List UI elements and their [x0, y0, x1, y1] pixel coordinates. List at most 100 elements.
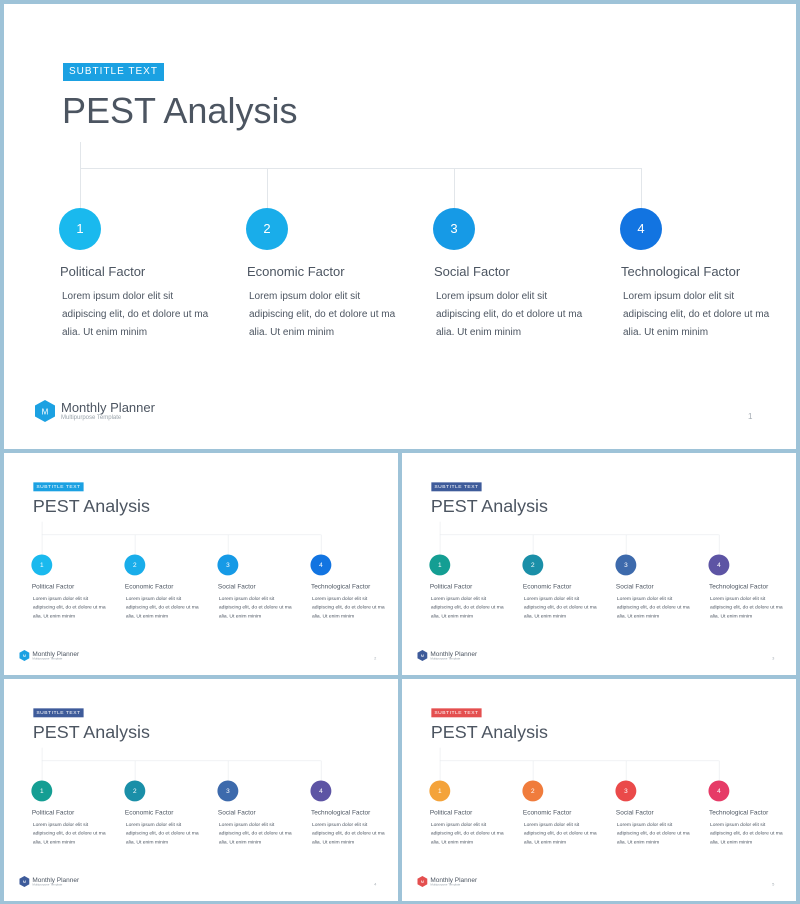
slide-title: PEST Analysis: [430, 495, 548, 517]
slide-content: SUBTITLE TEXT PEST Analysis 1 2 3 4 Poli…: [4, 4, 796, 449]
connector-line: [267, 168, 268, 208]
connector-line: [641, 168, 642, 208]
factor-number-circle: 1: [429, 554, 451, 576]
brand-name: Monthly Planner: [32, 650, 80, 658]
factor-title: Technological Factor: [708, 582, 769, 590]
factor-description: Lorem ipsum dolor elit sit adipiscing el…: [125, 595, 199, 620]
svg-text:M: M: [23, 653, 26, 658]
factor-title: Technological Factor: [621, 264, 741, 279]
factor-title: Economic Factor: [247, 264, 345, 279]
factor-title: Technological Factor: [708, 808, 769, 816]
factor-number-circle: 1: [59, 208, 101, 250]
brand-name: Monthly Planner: [430, 650, 478, 658]
factor-number-circle: 1: [429, 780, 451, 802]
subtitle-badge: SUBTITLE TEXT: [33, 708, 84, 718]
factor-description: Lorem ipsum dolor elit sit adipiscing el…: [430, 821, 504, 846]
factor-number-circle: 1: [31, 780, 53, 802]
factor-title: Political Factor: [31, 582, 75, 590]
factor-number-circle: 4: [310, 554, 332, 576]
factor-description: Lorem ipsum dolor elit sit adipiscing el…: [709, 821, 783, 846]
factor-description: Lorem ipsum dolor elit sit adipiscing el…: [32, 595, 106, 620]
factor-title: Economic Factor: [124, 582, 174, 590]
page-number: 2: [374, 655, 377, 661]
factor-description: Lorem ipsum dolor elit sit adipiscing el…: [616, 595, 690, 620]
factor-description: Lorem ipsum dolor elit sit adipiscing el…: [523, 595, 597, 620]
slide-thumbnail[interactable]: SUBTITLE TEXT PEST Analysis 1 2 3 4 Poli…: [402, 453, 796, 675]
brand-subtitle: Multipurpose Template: [32, 883, 63, 887]
svg-text:M: M: [42, 408, 49, 417]
slide-main[interactable]: SUBTITLE TEXT PEST Analysis 1 2 3 4 Poli…: [4, 4, 796, 449]
subtitle-badge: SUBTITLE TEXT: [33, 482, 84, 492]
factor-title: Political Factor: [429, 582, 473, 590]
slide-content: SUBTITLE TEXT PEST Analysis 1 2 3 4 Poli…: [402, 679, 796, 900]
factor-description: Lorem ipsum dolor elit sit adipiscing el…: [218, 821, 292, 846]
connector-line: [454, 168, 455, 208]
factor-description: Lorem ipsum dolor elit sit adipiscing el…: [62, 291, 209, 338]
factor-number-circle: 4: [620, 208, 662, 250]
subtitle-badge: SUBTITLE TEXT: [431, 482, 482, 492]
factor-title: Social Factor: [615, 808, 654, 816]
brand-name: Monthly Planner: [430, 876, 478, 884]
factor-number-circle: 4: [708, 554, 730, 576]
factor-number-circle: 3: [615, 780, 637, 802]
page-number: 1: [748, 412, 753, 421]
factor-description: Lorem ipsum dolor elit sit adipiscing el…: [623, 291, 770, 338]
factor-description: Lorem ipsum dolor elit sit adipiscing el…: [249, 291, 396, 338]
factor-number-circle: 2: [522, 554, 544, 576]
hexagon-logo-icon: M: [19, 876, 30, 887]
factor-title: Political Factor: [31, 808, 75, 816]
factor-number-circle: 2: [124, 554, 146, 576]
svg-text:M: M: [421, 879, 424, 884]
brand-name: Monthly Planner: [61, 400, 155, 415]
factor-title: Technological Factor: [310, 582, 371, 590]
factor-number-circle: 4: [708, 780, 730, 802]
factor-description: Lorem ipsum dolor elit sit adipiscing el…: [311, 821, 385, 846]
subtitle-badge: SUBTITLE TEXT: [431, 708, 482, 718]
factor-description: Lorem ipsum dolor elit sit adipiscing el…: [311, 595, 385, 620]
page-number: 4: [374, 881, 377, 887]
factor-number-circle: 2: [522, 780, 544, 802]
factor-title: Political Factor: [429, 808, 473, 816]
factor-description: Lorem ipsum dolor elit sit adipiscing el…: [125, 821, 199, 846]
slide-content: SUBTITLE TEXT PEST Analysis 1 2 3 4 Poli…: [4, 453, 398, 674]
slide-title: PEST Analysis: [430, 721, 548, 743]
factor-number-circle: 4: [310, 780, 332, 802]
brand-name: Monthly Planner: [32, 876, 80, 884]
brand-subtitle: Multipurpose Template: [430, 657, 461, 661]
factor-number-circle: 2: [124, 780, 146, 802]
slide-thumbnail[interactable]: SUBTITLE TEXT PEST Analysis 1 2 3 4 Poli…: [4, 453, 398, 675]
factor-title: Economic Factor: [522, 808, 572, 816]
brand-subtitle: Multipurpose Template: [32, 657, 63, 661]
factor-description: Lorem ipsum dolor elit sit adipiscing el…: [436, 291, 583, 338]
factor-title: Technological Factor: [310, 808, 371, 816]
hexagon-logo-icon: M: [417, 876, 428, 887]
factor-title: Political Factor: [60, 264, 146, 279]
slide-thumbnail[interactable]: SUBTITLE TEXT PEST Analysis 1 2 3 4 Poli…: [402, 679, 796, 901]
connector-line: [80, 168, 641, 169]
factor-title: Social Factor: [217, 808, 256, 816]
page-number: 5: [772, 881, 775, 887]
factor-number-circle: 1: [31, 554, 53, 576]
brand-subtitle: Multipurpose Template: [430, 883, 461, 887]
factor-number-circle: 3: [433, 208, 475, 250]
hexagon-logo-icon: M: [417, 650, 428, 661]
factor-description: Lorem ipsum dolor elit sit adipiscing el…: [32, 821, 106, 846]
slide-thumbnail[interactable]: SUBTITLE TEXT PEST Analysis 1 2 3 4 Poli…: [4, 679, 398, 901]
brand-subtitle: Multipurpose Template: [61, 415, 122, 421]
slide-title: PEST Analysis: [32, 721, 150, 743]
factor-title: Social Factor: [434, 264, 510, 279]
slide-title: PEST Analysis: [32, 495, 150, 517]
slide-content: SUBTITLE TEXT PEST Analysis 1 2 3 4 Poli…: [4, 679, 398, 900]
connector-line: [80, 142, 81, 208]
factor-number-circle: 2: [246, 208, 288, 250]
subtitle-badge: SUBTITLE TEXT: [63, 63, 164, 81]
factor-description: Lorem ipsum dolor elit sit adipiscing el…: [430, 595, 504, 620]
factor-title: Economic Factor: [124, 808, 174, 816]
factor-number-circle: 3: [217, 554, 239, 576]
factor-title: Economic Factor: [522, 582, 572, 590]
hexagon-logo-icon: M: [35, 400, 55, 422]
slide-title: PEST Analysis: [62, 90, 298, 131]
factor-title: Social Factor: [615, 582, 654, 590]
svg-text:M: M: [421, 653, 424, 658]
slide-content: SUBTITLE TEXT PEST Analysis 1 2 3 4 Poli…: [402, 453, 796, 674]
